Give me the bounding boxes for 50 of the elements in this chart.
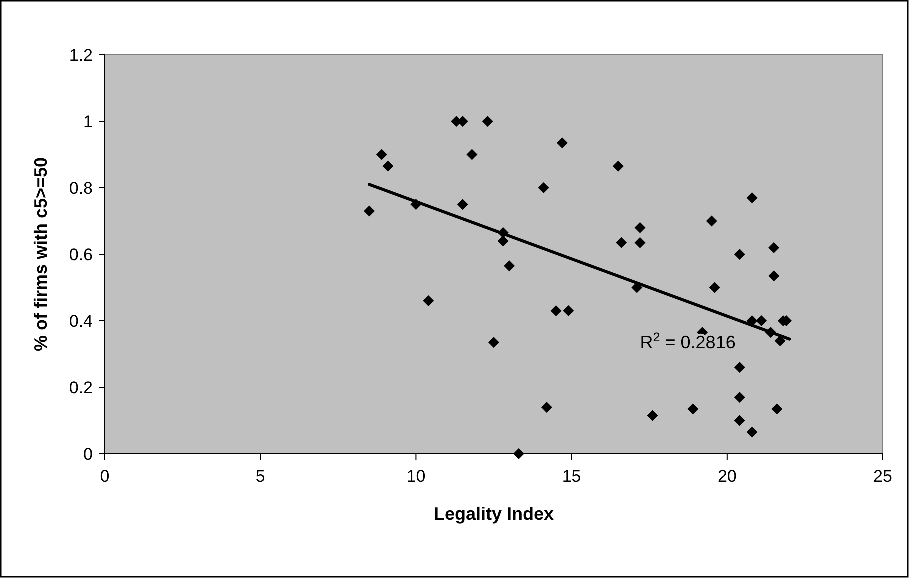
point [482,116,494,127]
point [746,426,758,438]
point [734,392,746,403]
y-tick-label: 0.8 [69,178,93,198]
point [734,415,746,426]
point [504,260,516,272]
point [466,149,478,160]
point [756,316,768,326]
y-tick-label: 0.4 [69,312,93,331]
point [550,306,562,317]
point [634,237,646,248]
point [457,199,468,210]
y-tick-label: 1.2 [69,46,93,65]
point [772,404,783,415]
y-tick-label: 1 [84,112,93,132]
x-tick-label: 20 [718,467,737,486]
y-tick-label: 0.6 [69,245,93,264]
point [541,402,552,413]
point [612,160,624,172]
y-tick-label: 0 [84,444,93,464]
annotation: R$^{2}$ = 0.2816 [640,330,736,352]
point [423,296,434,307]
point [488,337,500,348]
point [734,249,746,260]
point [706,216,718,227]
point [768,270,780,282]
x-tick-label: 5 [256,467,266,486]
point [563,306,574,317]
point [382,160,394,172]
point [616,237,628,248]
y-axis-title: % of firms with c5>=50 [31,157,51,352]
point [376,149,388,160]
point [768,242,780,254]
x-tick-label: 0 [100,467,110,486]
point [734,362,746,374]
point [498,236,509,247]
point [513,448,524,460]
point [538,182,550,194]
point [746,192,758,204]
point [647,410,658,422]
x-axis-title: Legality Index [434,504,554,524]
y-tick-label: 0.2 [69,378,93,398]
x-tick-label: 25 [874,467,892,486]
point [709,282,720,294]
point [688,404,699,415]
x-tick-label: 10 [406,467,426,486]
x-tick-label: 15 [562,467,582,486]
point [634,222,646,234]
point [556,138,568,149]
point [364,206,376,217]
